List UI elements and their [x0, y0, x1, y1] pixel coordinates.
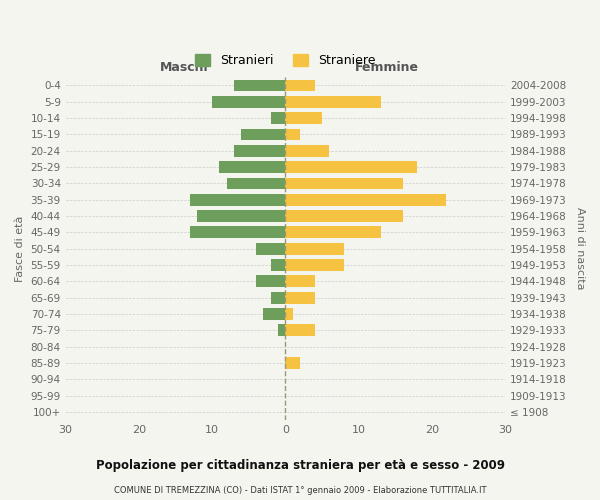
- Text: Femmine: Femmine: [355, 61, 418, 74]
- Bar: [286, 276, 314, 287]
- Bar: [286, 178, 403, 190]
- Bar: [263, 308, 286, 320]
- Bar: [220, 161, 286, 173]
- Bar: [286, 324, 314, 336]
- Bar: [286, 128, 300, 140]
- Bar: [256, 276, 286, 287]
- Text: Popolazione per cittadinanza straniera per età e sesso - 2009: Popolazione per cittadinanza straniera p…: [95, 460, 505, 472]
- Bar: [286, 292, 314, 304]
- Text: COMUNE DI TREMEZZINA (CO) - Dati ISTAT 1° gennaio 2009 - Elaborazione TUTTITALIA: COMUNE DI TREMEZZINA (CO) - Dati ISTAT 1…: [114, 486, 486, 495]
- Bar: [256, 243, 286, 254]
- Bar: [227, 178, 286, 190]
- Bar: [286, 308, 293, 320]
- Text: Maschi: Maschi: [160, 61, 209, 74]
- Bar: [286, 80, 314, 92]
- Bar: [271, 292, 286, 304]
- Bar: [286, 210, 403, 222]
- Bar: [278, 324, 286, 336]
- Bar: [234, 80, 286, 92]
- Bar: [286, 226, 380, 238]
- Legend: Stranieri, Straniere: Stranieri, Straniere: [190, 49, 380, 72]
- Bar: [286, 96, 380, 108]
- Bar: [286, 243, 344, 254]
- Bar: [234, 145, 286, 156]
- Bar: [286, 194, 446, 205]
- Bar: [286, 112, 322, 124]
- Bar: [271, 112, 286, 124]
- Bar: [286, 145, 329, 156]
- Bar: [241, 128, 286, 140]
- Bar: [286, 357, 300, 369]
- Bar: [286, 161, 417, 173]
- Bar: [212, 96, 286, 108]
- Y-axis label: Anni di nascita: Anni di nascita: [575, 208, 585, 290]
- Bar: [197, 210, 286, 222]
- Bar: [190, 226, 286, 238]
- Bar: [271, 259, 286, 271]
- Bar: [286, 259, 344, 271]
- Bar: [190, 194, 286, 205]
- Y-axis label: Fasce di età: Fasce di età: [15, 216, 25, 282]
